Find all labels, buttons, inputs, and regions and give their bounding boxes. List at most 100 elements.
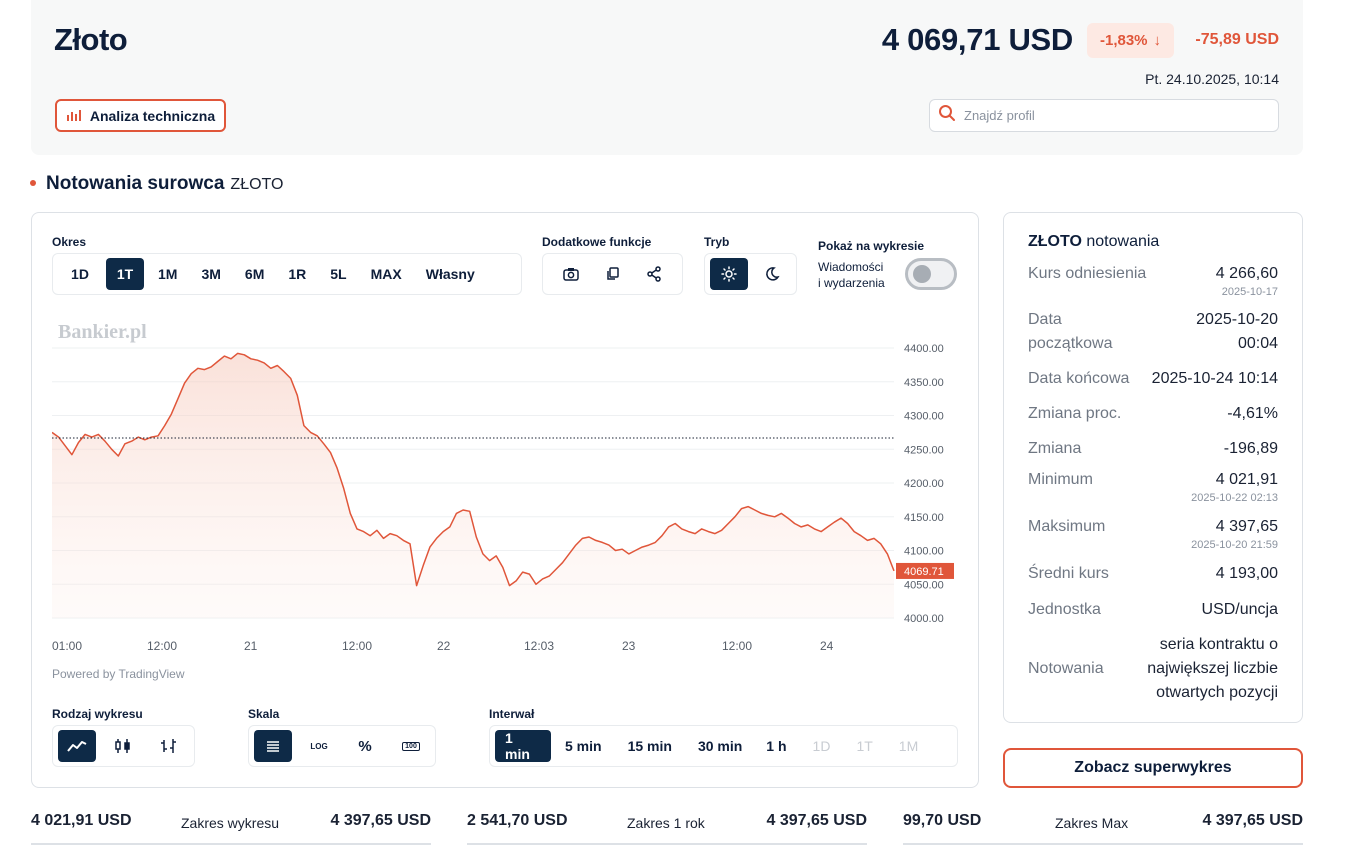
bullet-dot [30, 180, 36, 186]
watermark: Bankier.pl [58, 321, 147, 343]
timestamp: Pt. 24.10.2025, 10:14 [1145, 71, 1279, 87]
camera-icon[interactable] [552, 258, 590, 290]
period-3m[interactable]: 3M [201, 266, 221, 282]
superchart-button[interactable]: Zobacz superwykres [1003, 748, 1303, 788]
y-tick-label: 4100.00 [904, 546, 944, 558]
bars-icon[interactable] [150, 730, 188, 762]
search-icon [938, 104, 956, 127]
chart-type-group [52, 725, 195, 767]
period-1r[interactable]: 1R [288, 266, 307, 282]
interval-30min[interactable]: 30 min [697, 738, 743, 754]
technical-analysis-label: Analiza techniczna [89, 107, 216, 124]
info-subvalue: 2025-10-20 21:59 [1191, 539, 1278, 551]
copy-icon[interactable] [594, 258, 632, 290]
info-title-rest: notowania [1086, 233, 1160, 250]
change-absolute: -75,89 USD [1195, 31, 1279, 48]
share-icon[interactable] [635, 258, 673, 290]
news-events-line1: Wiadomości [818, 260, 884, 274]
change-percent: -1,83% [1099, 32, 1148, 49]
scale-linear-button[interactable] [254, 730, 292, 762]
info-key: Minimum [1028, 471, 1093, 488]
y-tick-label: 4350.00 [904, 377, 944, 389]
page-title: Złoto [54, 22, 128, 57]
info-key: Kurs odniesienia [1028, 265, 1147, 282]
search-box[interactable] [929, 99, 1279, 132]
extra-functions-group [542, 253, 683, 295]
powered-by-tradingview[interactable]: Powered by TradingView [52, 667, 185, 681]
info-value: USD/uncja [1201, 601, 1278, 618]
y-tick-label: 4200.00 [904, 478, 944, 490]
news-events-label: Wiadomości i wydarzenia [818, 259, 885, 291]
search-input[interactable] [964, 108, 1254, 123]
extra-functions-label: Dodatkowe funkcje [542, 235, 652, 249]
mode-label: Tryb [704, 235, 730, 249]
x-tick-label: 01:00 [52, 639, 82, 653]
x-tick-label: 12:03 [524, 639, 554, 653]
period-group: 1D 1T 1M 3M 6M 1R 5L MAX Własny [52, 253, 522, 295]
info-value: 4 021,91 [1215, 471, 1278, 488]
y-tick-label: 4400.00 [904, 343, 944, 355]
section-title-sub: ZŁOTO [230, 176, 284, 193]
interval-1t: 1T [856, 738, 873, 754]
info-value-line1: seria kontraktu o [1159, 636, 1278, 653]
period-custom[interactable]: Własny [425, 266, 475, 282]
range-bar-1-year [467, 843, 867, 845]
scale-percent-button[interactable]: % [358, 737, 372, 755]
range-high: 4 397,65 USD [330, 812, 431, 829]
range-high: 4 397,65 USD [766, 812, 867, 829]
news-events-toggle[interactable] [905, 258, 957, 290]
bar-chart-icon [66, 108, 82, 124]
range-name: Zakres Max [1055, 815, 1129, 831]
period-1m[interactable]: 1M [158, 266, 178, 282]
info-key: Notowania [1028, 660, 1104, 677]
interval-1h[interactable]: 1 h [766, 738, 787, 754]
range-name: Zakres wykresu [181, 815, 280, 831]
interval-5min[interactable]: 5 min [565, 738, 602, 754]
sun-icon[interactable] [710, 258, 748, 290]
info-value: 4 397,65 [1215, 518, 1278, 535]
range-bar-max [903, 843, 1303, 845]
info-key: Średni kurs [1028, 565, 1109, 582]
scale-indexed-button[interactable]: 100 [392, 730, 430, 762]
range-high: 4 397,65 USD [1202, 812, 1303, 829]
technical-analysis-button[interactable]: Analiza techniczna [55, 99, 226, 132]
line-chart-icon[interactable] [58, 730, 96, 762]
interval-15min[interactable]: 15 min [627, 738, 672, 754]
range-1-year: 2 541,70 USD Zakres 1 rok 4 397,65 USD [467, 812, 867, 831]
range-low: 4 021,91 USD [31, 812, 132, 829]
show-on-chart-label: Pokaż na wykresie [818, 239, 925, 253]
info-value-line1: 2025-10-20 [1196, 311, 1278, 328]
interval-1min[interactable]: 1 min [495, 730, 551, 762]
quote-info-card: ZŁOTO notowania Kurs odniesienia 4 266,6… [1003, 212, 1303, 723]
x-tick-label: 12:00 [722, 639, 752, 653]
period-1t[interactable]: 1T [106, 258, 144, 290]
news-events-line2: i wydarzenia [818, 276, 885, 290]
info-subvalue: 2025-10-17 [1221, 286, 1278, 298]
interval-1d: 1D [812, 738, 831, 754]
price-chart[interactable]: 4400.00 4350.00 4300.00 4250.00 4200.00 4150.… [52, 318, 962, 653]
header-card: Złoto 4 069,71 USD -1,83% ↓ -75,89 USD P… [31, 0, 1303, 155]
current-price: 4 069,71 USD [881, 22, 1073, 57]
info-value: 2025-10-24 10:14 [1151, 370, 1278, 387]
arrow-down-icon: ↓ [1153, 32, 1162, 49]
period-max[interactable]: MAX [370, 266, 402, 282]
info-value-line2: 00:04 [1237, 335, 1278, 352]
info-value-line2: największej liczbie [1147, 660, 1278, 677]
price-area [52, 353, 894, 618]
y-tick-label: 4300.00 [904, 411, 944, 423]
x-tick-label: 21 [244, 639, 258, 653]
period-1d[interactable]: 1D [71, 266, 89, 282]
x-tick-label: 22 [437, 639, 451, 653]
last-value-label: 4069.71 [904, 566, 944, 578]
moon-icon[interactable] [754, 258, 792, 290]
mode-group [704, 253, 797, 295]
period-6m[interactable]: 6M [244, 266, 265, 282]
section-title: Notowania surowca ZŁOTO [30, 173, 283, 195]
candles-icon[interactable] [104, 730, 142, 762]
chart-card: Okres 1D 1T 1M 3M 6M 1R 5L MAX Własny Do… [31, 212, 979, 788]
y-tick-label: 4250.00 [904, 444, 944, 456]
scale-log-button[interactable]: LOG [310, 741, 328, 751]
period-5l[interactable]: 5L [330, 266, 347, 282]
x-tick-label: 12:00 [147, 639, 177, 653]
change-percent-badge: -1,83% ↓ [1087, 23, 1174, 58]
